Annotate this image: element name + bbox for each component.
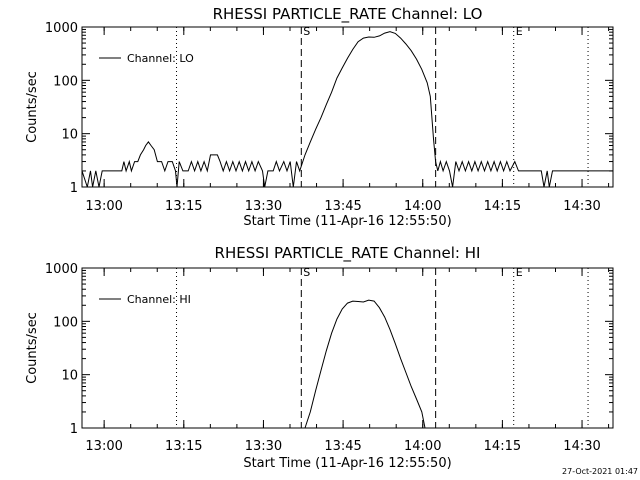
event-marker-label: S xyxy=(303,25,310,38)
chart-title: RHESSI PARTICLE_RATE Channel: LO xyxy=(213,5,483,24)
y-tick-label: 10 xyxy=(61,128,78,143)
chart-title: RHESSI PARTICLE_RATE Channel: HI xyxy=(215,244,481,263)
x-tick-label: 13:45 xyxy=(324,199,361,214)
event-marker-label: E xyxy=(516,25,523,38)
lo-channel-panel: RHESSI PARTICLE_RATE Channel: LO 13:00 13:… xyxy=(25,5,614,229)
x-axis-label: Start Time (11-Apr-16 12:55:50) xyxy=(243,456,451,471)
plot-frame xyxy=(81,26,614,188)
x-tick-label: 13:15 xyxy=(165,199,202,214)
hi-channel-panel: RHESSI PARTICLE_RATE Channel: HI 13:00 13:… xyxy=(25,244,614,471)
footer-timestamp: 27-Oct-2021 01:47 xyxy=(562,467,638,476)
legend-label: Channel: HI xyxy=(127,293,191,306)
x-tick-label: 14:30 xyxy=(563,439,600,454)
x-tick-label: 13:00 xyxy=(85,439,122,454)
y-tick-label: 1000 xyxy=(45,262,78,277)
y-tick-label: 1000 xyxy=(45,21,78,36)
series-line xyxy=(82,31,613,187)
y-tick-label: 100 xyxy=(53,315,78,330)
x-tick-label: 14:15 xyxy=(484,199,521,214)
x-tick-label: 14:00 xyxy=(404,439,441,454)
x-axis-label: Start Time (11-Apr-16 12:55:50) xyxy=(243,214,451,229)
y-axis-label: Counts/sec xyxy=(25,312,40,384)
x-tick-label: 13:30 xyxy=(245,439,282,454)
legend-label: Channel: LO xyxy=(127,52,194,65)
x-tick-label: 14:30 xyxy=(563,199,600,214)
event-marker-label: S xyxy=(303,266,310,279)
y-tick-label: 10 xyxy=(61,369,78,384)
y-tick-label: 1 xyxy=(70,181,78,196)
y-tick-label: 1 xyxy=(70,422,78,437)
series-line xyxy=(304,299,426,428)
plot-frame xyxy=(81,267,614,429)
x-tick-label: 14:15 xyxy=(484,439,521,454)
x-tick-label: 13:15 xyxy=(165,439,202,454)
x-tick-label: 13:45 xyxy=(324,439,361,454)
x-tick-label: 13:30 xyxy=(245,199,282,214)
y-axis-label: Counts/sec xyxy=(25,71,40,143)
y-tick-label: 100 xyxy=(53,74,78,89)
x-tick-label: 14:00 xyxy=(404,199,441,214)
x-tick-label: 13:00 xyxy=(85,199,122,214)
event-marker-label: E xyxy=(516,266,523,279)
